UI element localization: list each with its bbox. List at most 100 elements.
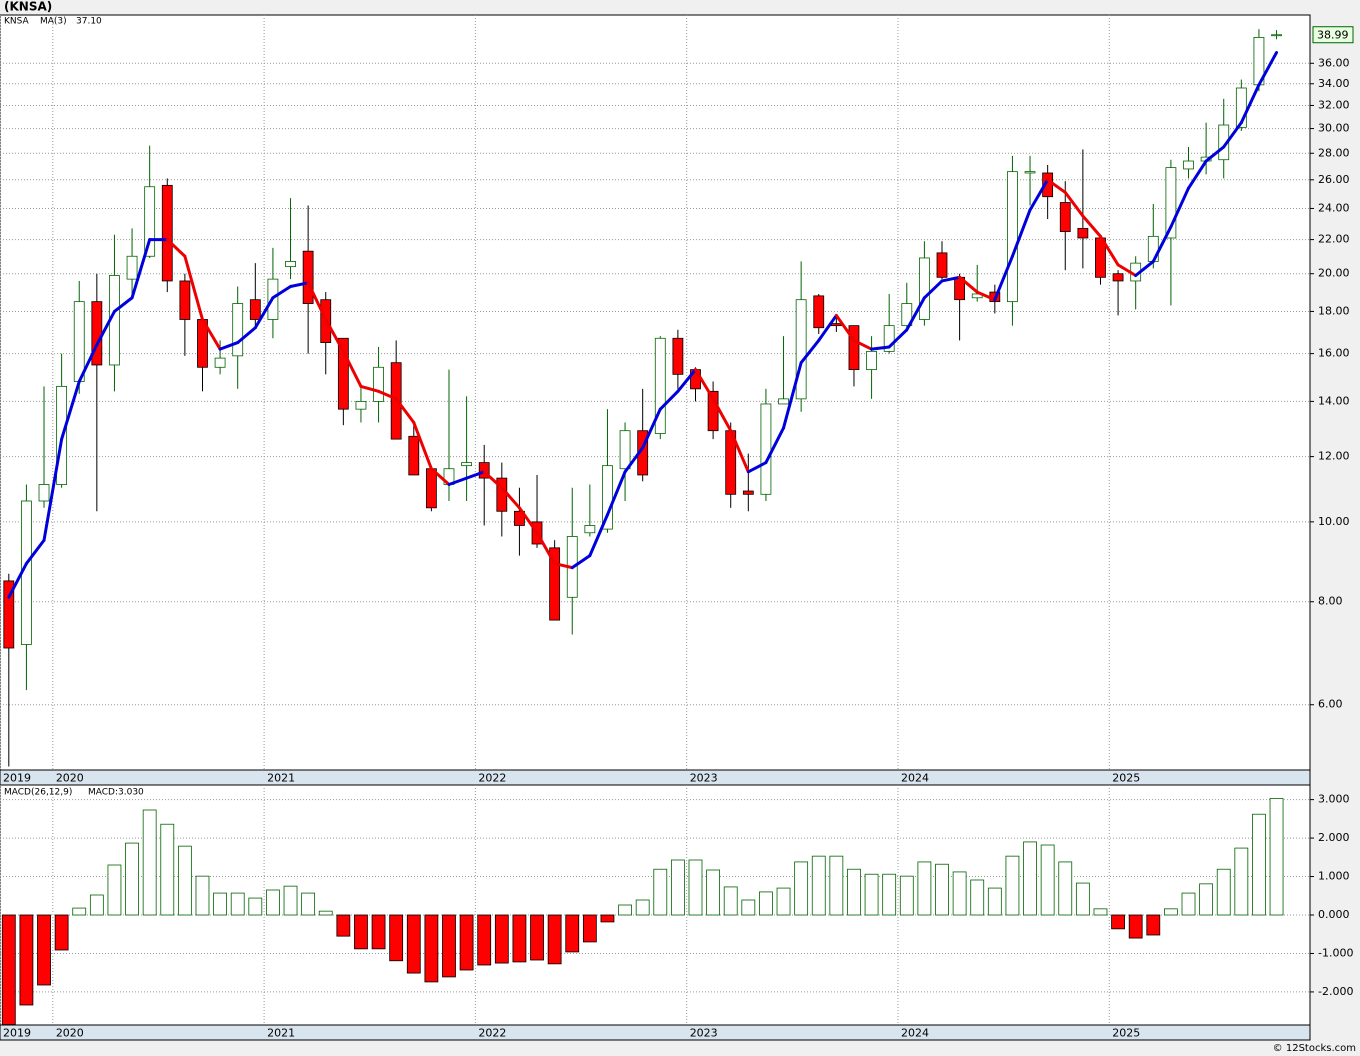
ma-segment — [993, 254, 1014, 302]
ma-segment — [553, 562, 574, 570]
candle-body — [73, 301, 85, 382]
x-tick-label: 2022 — [478, 772, 506, 785]
bar — [195, 875, 210, 916]
ma-segment — [165, 238, 187, 258]
bar — [1093, 908, 1108, 916]
ma-segment — [7, 562, 28, 599]
candle-body — [1059, 202, 1071, 232]
bar — [1058, 861, 1073, 916]
ma-segment — [1010, 208, 1032, 258]
y-tick-label: 3.000 — [1318, 793, 1350, 806]
price-tag — [1312, 26, 1354, 44]
ma-segment — [24, 538, 46, 566]
ma-segment — [1187, 159, 1208, 190]
bar — [1023, 841, 1037, 916]
candle-body — [249, 299, 261, 320]
candle-body — [1024, 171, 1036, 174]
ma-segment — [711, 397, 733, 433]
ma-segment — [447, 476, 469, 487]
bar — [442, 914, 456, 978]
x-tick-label: 2024 — [901, 1027, 929, 1040]
ma-segment — [535, 531, 557, 566]
bar — [899, 875, 914, 916]
ma-segment — [324, 317, 345, 353]
x-tick-label: 2019 — [3, 772, 31, 785]
candle-body — [883, 325, 895, 352]
bar — [1181, 892, 1196, 916]
bar — [248, 897, 263, 916]
ma-segment — [1204, 145, 1226, 163]
chart-title: (KNSA) — [4, 0, 52, 14]
ma-segment — [887, 328, 909, 349]
ma-segment — [218, 341, 240, 351]
candle-body — [1112, 273, 1124, 282]
candle-body — [302, 250, 314, 304]
ma-segment — [975, 290, 997, 302]
ma-segment — [359, 384, 381, 393]
bar — [266, 889, 280, 916]
bar — [1234, 847, 1249, 916]
ma-segment — [236, 326, 257, 345]
bar — [107, 864, 122, 916]
bar — [142, 809, 157, 916]
x-tick-label: 2021 — [267, 772, 295, 785]
ma-segment — [729, 429, 750, 474]
bar — [424, 914, 439, 983]
y-tick-label: 18.00 — [1318, 304, 1350, 317]
ma-segment — [588, 513, 609, 558]
x-tick-label: 2025 — [1112, 772, 1140, 785]
ma-segment — [940, 275, 962, 283]
bar — [759, 891, 773, 916]
candle-body — [1077, 227, 1089, 239]
ma-segment — [1151, 225, 1173, 263]
bar — [318, 910, 333, 916]
y-tick-label: -1.000 — [1318, 946, 1353, 959]
ma-segment — [200, 317, 222, 351]
ma-segment — [905, 296, 926, 332]
chart-title: MACD(26,12,9) — [4, 788, 72, 798]
candle-body — [830, 323, 842, 327]
bar — [494, 914, 509, 964]
candle-body — [461, 462, 472, 467]
ma-segment — [676, 368, 697, 393]
ma-segment — [42, 437, 64, 542]
candle-body — [514, 510, 525, 526]
chart-subtitle: MACD:3.030 — [88, 788, 144, 798]
x-tick-label: 2024 — [901, 772, 929, 785]
x-tick-label: 2020 — [56, 1027, 84, 1040]
ma-segment — [1116, 263, 1138, 278]
ma-segment — [306, 281, 328, 321]
legend-entry: MA(3) — [40, 17, 67, 27]
candle-body — [373, 366, 384, 402]
ma-segment — [817, 313, 838, 342]
bar — [706, 869, 721, 916]
bar — [89, 894, 104, 916]
ma-segment — [746, 461, 768, 474]
ma-segment — [112, 296, 134, 313]
y-tick-label: 28.00 — [1318, 146, 1350, 159]
candle-body — [1007, 171, 1018, 303]
bar — [389, 914, 404, 962]
ma-segment — [341, 349, 363, 388]
ma-segment — [922, 279, 944, 300]
x-tick-label: 2023 — [690, 772, 718, 785]
candle-body — [901, 303, 913, 327]
candle-body — [38, 484, 50, 502]
x-tick-label: 2019 — [3, 1027, 31, 1040]
x-tick-label: 2025 — [1112, 1027, 1140, 1040]
bar — [1040, 844, 1055, 916]
candle-body — [707, 390, 719, 432]
y-tick-label: 26.00 — [1318, 173, 1350, 186]
candle-body — [3, 580, 15, 649]
ma-segment — [1098, 234, 1120, 267]
bar — [160, 823, 175, 916]
bar — [635, 899, 650, 916]
bar — [512, 914, 527, 963]
candle-body — [760, 403, 772, 495]
bar — [1252, 813, 1266, 916]
candle-body — [144, 186, 156, 257]
candle-body — [602, 465, 613, 530]
ma-segment — [1134, 259, 1155, 278]
candle-body — [355, 401, 367, 410]
candle-body — [1183, 160, 1194, 170]
